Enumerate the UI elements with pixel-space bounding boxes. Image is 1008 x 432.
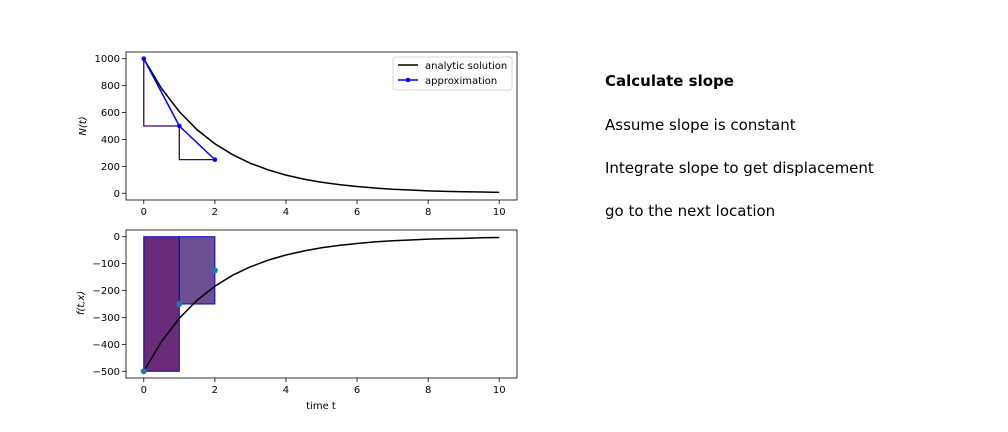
slope-function-line bbox=[143, 236, 500, 372]
legend-approximation-label: approximation bbox=[425, 76, 497, 87]
slope-bar bbox=[178, 236, 216, 305]
bottom-y-tick-label: −400 bbox=[93, 340, 120, 351]
bottom-x-tick-label: 10 bbox=[493, 385, 506, 396]
top-x-tick-label: 6 bbox=[354, 207, 360, 218]
bottom-y-axis-label: f(t,x) bbox=[76, 291, 87, 315]
bottom-y-ticks: 0 −100 −200 −300 −400 −500 bbox=[93, 232, 126, 378]
bottom-x-tick-label: 4 bbox=[283, 385, 289, 396]
slope-sample-point bbox=[140, 368, 147, 375]
top-x-tick-label: 4 bbox=[283, 207, 289, 218]
legend-analytic-label: analytic solution bbox=[425, 61, 507, 72]
analytic-solution-line bbox=[143, 58, 500, 194]
bottom-x-tick-label: 0 bbox=[141, 385, 147, 396]
bottom-x-ticks: 0 2 4 6 8 10 bbox=[141, 378, 506, 396]
top-y-tick-label: 200 bbox=[101, 162, 120, 173]
bottom-axes: 0 2 4 6 8 10 0 −100 −200 −300 −400 −500 f(t,x) tim… bbox=[76, 229, 518, 412]
legend: analytic solution approximation bbox=[392, 56, 513, 91]
slope-sample-point bbox=[211, 267, 218, 274]
notes-step-1: Assume slope is constant bbox=[605, 116, 796, 134]
bottom-x-tick-label: 8 bbox=[425, 385, 431, 396]
bottom-y-tick-label: −500 bbox=[93, 367, 120, 378]
notes-step-2: Integrate slope to get displacement bbox=[605, 159, 874, 177]
top-x-tick-label: 0 bbox=[141, 207, 147, 218]
top-x-tick-label: 2 bbox=[212, 207, 218, 218]
bottom-y-tick-label: 0 bbox=[114, 232, 120, 243]
top-y-tick-label: 600 bbox=[101, 108, 120, 119]
approximation-point bbox=[177, 123, 182, 129]
top-axes: 0 2 4 6 8 10 0 200 400 600 800 1000 N(t) analytic … bbox=[78, 51, 518, 218]
legend-frame bbox=[392, 56, 513, 91]
top-y-tick-label: 400 bbox=[101, 135, 120, 146]
top-x-tick-label: 10 bbox=[493, 207, 506, 218]
notes-step-3: go to the next location bbox=[605, 202, 776, 220]
top-y-axis-label: N(t) bbox=[78, 116, 89, 135]
bottom-y-tick-label: −100 bbox=[93, 259, 120, 270]
top-y-tick-label: 0 bbox=[114, 189, 120, 200]
bottom-y-tick-label: −200 bbox=[93, 286, 120, 297]
top-x-ticks: 0 2 4 6 8 10 bbox=[141, 200, 506, 218]
legend-approximation-marker bbox=[405, 77, 411, 83]
slope-bar bbox=[143, 236, 180, 372]
top-x-tick-label: 8 bbox=[425, 207, 431, 218]
slope-sample-point bbox=[176, 301, 183, 307]
notes-heading: Calculate slope bbox=[605, 72, 734, 90]
top-y-tick-label: 1000 bbox=[95, 54, 120, 65]
top-y-tick-label: 800 bbox=[101, 81, 120, 92]
bottom-x-axis-label: time t bbox=[306, 401, 336, 412]
bottom-x-tick-label: 6 bbox=[354, 385, 360, 396]
approximation-point bbox=[212, 157, 218, 162]
bottom-x-tick-label: 2 bbox=[212, 385, 218, 396]
bottom-plot-layer bbox=[140, 236, 500, 375]
bottom-y-tick-label: −300 bbox=[93, 313, 120, 324]
top-plot-layer bbox=[141, 56, 500, 194]
top-y-ticks: 0 200 400 600 800 1000 bbox=[95, 54, 126, 200]
approximation-point bbox=[141, 56, 147, 62]
